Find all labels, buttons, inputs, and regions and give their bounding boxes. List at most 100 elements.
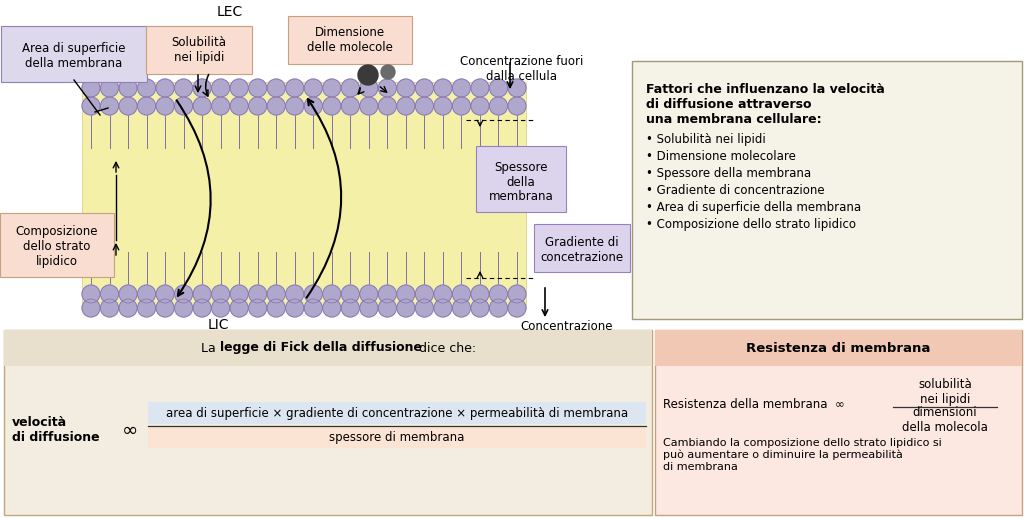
- Circle shape: [453, 97, 470, 115]
- Text: Spessore
della
membrana: Spessore della membrana: [488, 161, 553, 204]
- Circle shape: [323, 285, 341, 303]
- Circle shape: [416, 97, 433, 115]
- Circle shape: [434, 285, 452, 303]
- Circle shape: [100, 299, 119, 317]
- Circle shape: [100, 285, 119, 303]
- Circle shape: [508, 79, 526, 97]
- Circle shape: [230, 79, 248, 97]
- Text: La: La: [202, 341, 220, 354]
- Circle shape: [489, 299, 508, 317]
- Circle shape: [434, 79, 452, 97]
- Circle shape: [82, 285, 100, 303]
- Circle shape: [137, 285, 156, 303]
- Circle shape: [267, 97, 286, 115]
- Circle shape: [156, 97, 174, 115]
- Text: Composizione
dello strato
lipidico: Composizione dello strato lipidico: [15, 225, 98, 268]
- Circle shape: [471, 97, 488, 115]
- Circle shape: [359, 97, 378, 115]
- Circle shape: [267, 79, 286, 97]
- Text: Cambiando la composizione dello strato lipidico si
può aumentare o diminuire la : Cambiando la composizione dello strato l…: [663, 438, 942, 472]
- Circle shape: [100, 79, 119, 97]
- Circle shape: [230, 97, 248, 115]
- Circle shape: [323, 97, 341, 115]
- FancyBboxPatch shape: [655, 330, 1022, 515]
- Circle shape: [286, 97, 304, 115]
- Text: solubilità
nei lipidi: solubilità nei lipidi: [919, 378, 972, 406]
- Circle shape: [453, 299, 470, 317]
- Circle shape: [212, 299, 229, 317]
- Text: Solubilità
nei lipidi: Solubilità nei lipidi: [171, 36, 226, 64]
- Text: velocità
di diffusione: velocità di diffusione: [12, 416, 99, 444]
- Circle shape: [119, 299, 137, 317]
- Circle shape: [489, 97, 508, 115]
- Circle shape: [489, 79, 508, 97]
- Circle shape: [119, 97, 137, 115]
- Circle shape: [381, 65, 395, 79]
- Text: una membrana cellulare:: una membrana cellulare:: [646, 113, 821, 126]
- Circle shape: [341, 97, 359, 115]
- FancyBboxPatch shape: [148, 426, 646, 448]
- Circle shape: [471, 285, 488, 303]
- Circle shape: [304, 299, 323, 317]
- Circle shape: [156, 285, 174, 303]
- Circle shape: [119, 285, 137, 303]
- Circle shape: [416, 79, 433, 97]
- Circle shape: [212, 97, 229, 115]
- Text: • Solubilità nei lipidi: • Solubilità nei lipidi: [646, 133, 766, 146]
- Circle shape: [378, 299, 396, 317]
- Text: Area di superficie
della membrana: Area di superficie della membrana: [23, 42, 126, 70]
- Circle shape: [137, 79, 156, 97]
- Circle shape: [194, 299, 211, 317]
- Circle shape: [230, 285, 248, 303]
- Circle shape: [286, 285, 304, 303]
- Text: LEC: LEC: [217, 5, 243, 19]
- Circle shape: [434, 299, 452, 317]
- Text: spessore di membrana: spessore di membrana: [330, 430, 465, 443]
- Text: • Area di superficie della membrana: • Area di superficie della membrana: [646, 201, 861, 214]
- Circle shape: [249, 79, 266, 97]
- Circle shape: [397, 299, 415, 317]
- Text: • Dimensione molecolare: • Dimensione molecolare: [646, 150, 796, 163]
- Text: Dimensione
delle molecole: Dimensione delle molecole: [307, 26, 393, 54]
- FancyBboxPatch shape: [288, 16, 412, 64]
- Circle shape: [249, 97, 266, 115]
- Circle shape: [212, 79, 229, 97]
- Circle shape: [359, 285, 378, 303]
- FancyBboxPatch shape: [534, 224, 630, 272]
- Circle shape: [119, 79, 137, 97]
- FancyBboxPatch shape: [4, 330, 652, 366]
- Circle shape: [323, 299, 341, 317]
- Circle shape: [378, 285, 396, 303]
- Circle shape: [358, 65, 378, 85]
- Circle shape: [175, 97, 193, 115]
- FancyBboxPatch shape: [476, 146, 566, 212]
- Text: area di superficie × gradiente di concentrazione × permeabilità di membrana: area di superficie × gradiente di concen…: [166, 407, 628, 420]
- Circle shape: [304, 79, 323, 97]
- Circle shape: [82, 97, 100, 115]
- Circle shape: [471, 299, 488, 317]
- Circle shape: [194, 97, 211, 115]
- FancyBboxPatch shape: [632, 61, 1022, 319]
- Circle shape: [82, 299, 100, 317]
- Circle shape: [249, 299, 266, 317]
- Circle shape: [453, 285, 470, 303]
- Circle shape: [416, 285, 433, 303]
- Circle shape: [304, 97, 323, 115]
- Text: Concentrazione
all'interno della cellula: Concentrazione all'interno della cellula: [500, 320, 634, 348]
- Text: Resistenza della membrana  ∞: Resistenza della membrana ∞: [663, 398, 845, 411]
- Circle shape: [175, 285, 193, 303]
- Text: Gradiente di
concetrazione: Gradiente di concetrazione: [541, 236, 624, 264]
- Circle shape: [489, 285, 508, 303]
- Circle shape: [359, 79, 378, 97]
- Circle shape: [137, 299, 156, 317]
- Circle shape: [267, 285, 286, 303]
- Circle shape: [416, 299, 433, 317]
- Circle shape: [194, 79, 211, 97]
- Circle shape: [286, 79, 304, 97]
- Circle shape: [341, 299, 359, 317]
- Text: Fattori che influenzano la velocità: Fattori che influenzano la velocità: [646, 83, 885, 96]
- FancyBboxPatch shape: [4, 330, 652, 515]
- FancyBboxPatch shape: [1, 26, 147, 82]
- Circle shape: [397, 79, 415, 97]
- Text: ∞: ∞: [122, 421, 138, 439]
